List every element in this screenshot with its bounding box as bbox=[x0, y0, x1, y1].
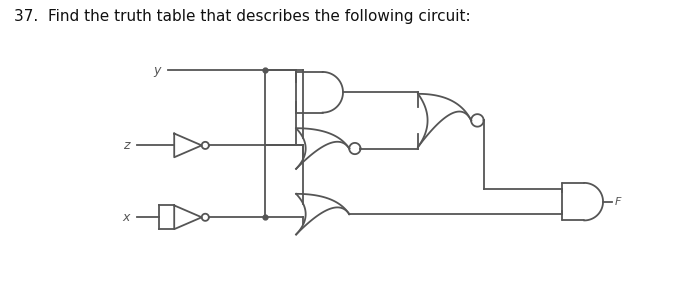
Text: z: z bbox=[122, 139, 130, 152]
Text: x: x bbox=[122, 211, 130, 224]
Text: 37.  Find the truth table that describes the following circuit:: 37. Find the truth table that describes … bbox=[14, 9, 470, 24]
Text: y: y bbox=[153, 64, 160, 77]
Text: F: F bbox=[615, 197, 621, 207]
